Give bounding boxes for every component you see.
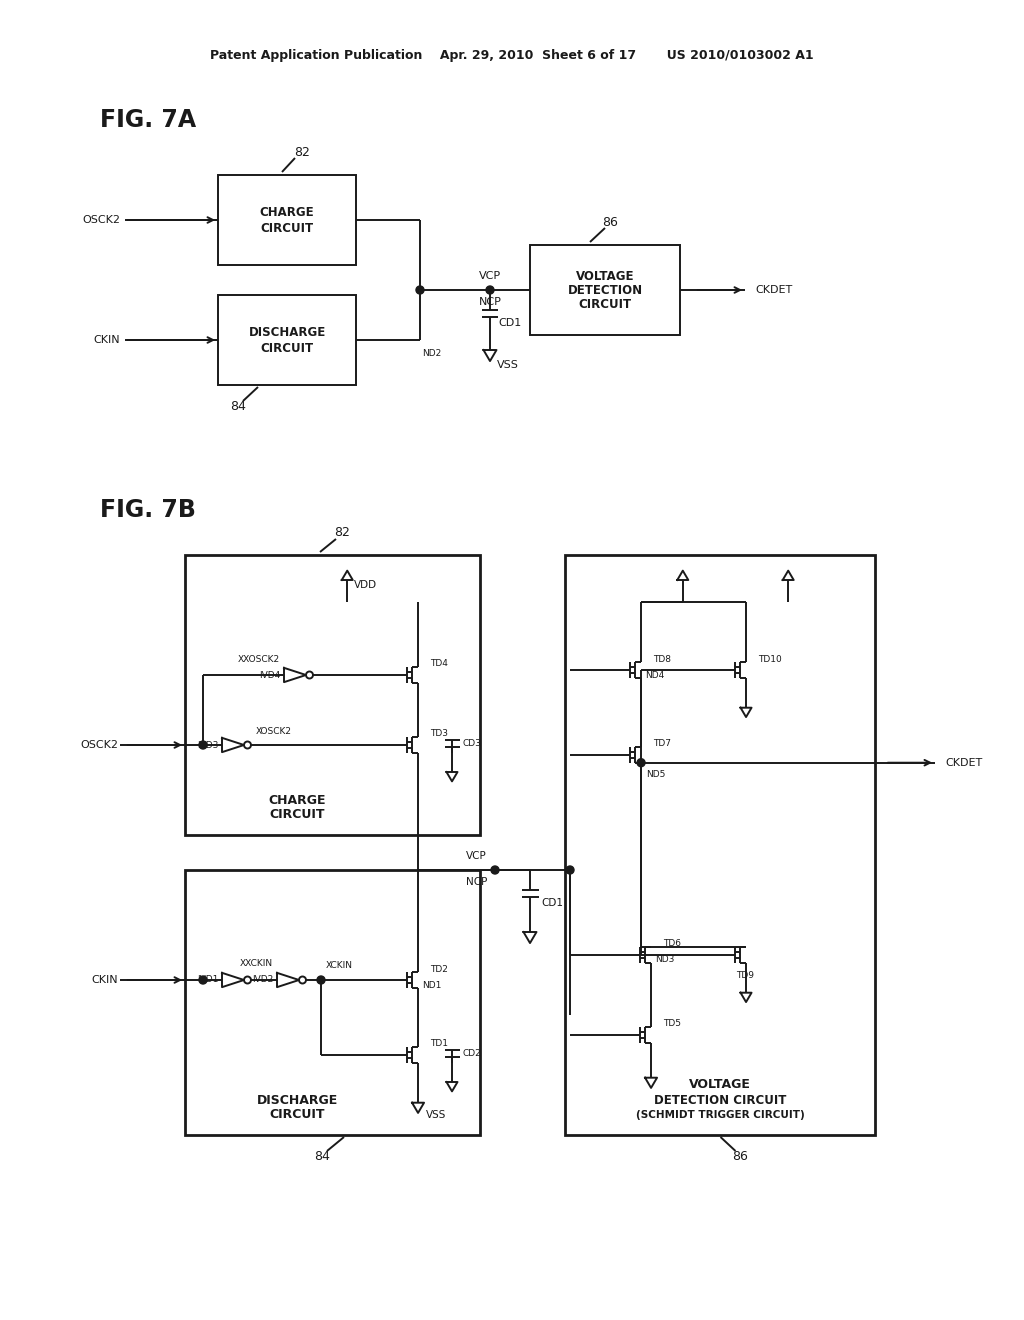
Bar (185, 554, 480, 836)
Text: CIRCUIT: CIRCUIT (579, 297, 632, 310)
Circle shape (244, 977, 251, 983)
Text: CD1: CD1 (499, 318, 521, 327)
Text: TD5: TD5 (663, 1019, 681, 1028)
Text: DISCHARGE: DISCHARGE (256, 1093, 338, 1106)
Circle shape (637, 759, 645, 767)
Text: IVD3: IVD3 (197, 741, 218, 750)
Text: VCP: VCP (479, 271, 501, 281)
Bar (218, 176, 356, 265)
Text: OSCK2: OSCK2 (82, 215, 120, 224)
Polygon shape (278, 973, 299, 987)
Text: VSS: VSS (497, 360, 519, 370)
Text: TD4: TD4 (430, 660, 447, 668)
Text: XOSCK2: XOSCK2 (256, 726, 292, 735)
Bar (185, 870, 480, 1135)
Polygon shape (222, 738, 244, 752)
Text: OSCK2: OSCK2 (80, 741, 118, 750)
Text: TD8: TD8 (653, 655, 671, 664)
Text: 82: 82 (294, 147, 310, 160)
Text: 82: 82 (334, 527, 350, 540)
Text: CKIN: CKIN (93, 335, 120, 345)
Text: 86: 86 (732, 1151, 749, 1163)
Bar (530, 246, 680, 335)
Text: ND2: ND2 (422, 348, 441, 358)
Text: DETECTION: DETECTION (567, 284, 643, 297)
Text: TD6: TD6 (663, 940, 681, 949)
Text: TD1: TD1 (430, 1040, 449, 1048)
Circle shape (566, 866, 574, 874)
Text: FIG. 7B: FIG. 7B (100, 498, 196, 521)
Text: ND5: ND5 (646, 770, 666, 779)
Text: CKIN: CKIN (91, 975, 118, 985)
Text: FIG. 7A: FIG. 7A (100, 108, 197, 132)
Text: IVD2: IVD2 (252, 975, 273, 985)
Circle shape (306, 672, 313, 678)
Circle shape (299, 977, 306, 983)
Text: Patent Application Publication    Apr. 29, 2010  Sheet 6 of 17       US 2010/010: Patent Application Publication Apr. 29, … (210, 49, 814, 62)
Text: TD2: TD2 (430, 965, 447, 974)
Text: (SCHMIDT TRIGGER CIRCUIT): (SCHMIDT TRIGGER CIRCUIT) (636, 1110, 805, 1119)
Text: ND3: ND3 (655, 956, 675, 965)
Text: TD7: TD7 (653, 739, 671, 748)
Text: CHARGE: CHARGE (260, 206, 314, 219)
Text: DETECTION CIRCUIT: DETECTION CIRCUIT (653, 1093, 786, 1106)
Bar (218, 294, 356, 385)
Polygon shape (222, 973, 244, 987)
Polygon shape (284, 668, 306, 682)
Circle shape (490, 866, 499, 874)
Text: XXOSCK2: XXOSCK2 (238, 655, 280, 664)
Text: CIRCUIT: CIRCUIT (269, 808, 325, 821)
Text: CD2: CD2 (463, 1048, 481, 1057)
Text: 84: 84 (230, 400, 246, 413)
Text: VDD: VDD (353, 579, 377, 590)
Text: VSS: VSS (426, 1110, 446, 1119)
Text: CD1: CD1 (541, 898, 563, 908)
Text: CD3: CD3 (463, 738, 481, 747)
Text: XXCKIN: XXCKIN (240, 960, 273, 969)
Circle shape (416, 286, 424, 294)
Text: VOLTAGE: VOLTAGE (689, 1078, 751, 1092)
Text: CKDET: CKDET (945, 758, 982, 768)
Text: ND4: ND4 (645, 671, 665, 680)
Text: 86: 86 (602, 216, 617, 230)
Text: CKDET: CKDET (755, 285, 793, 294)
Circle shape (317, 975, 325, 983)
Text: CIRCUIT: CIRCUIT (260, 342, 313, 355)
Text: NCP: NCP (478, 297, 502, 308)
Text: XCKIN: XCKIN (326, 961, 353, 970)
Text: TD9: TD9 (736, 970, 754, 979)
Text: IVD1: IVD1 (197, 975, 218, 985)
Circle shape (486, 286, 494, 294)
Bar (565, 554, 874, 1135)
Circle shape (199, 741, 207, 748)
Text: VCP: VCP (466, 851, 487, 861)
Text: CIRCUIT: CIRCUIT (269, 1109, 325, 1122)
Text: TD10: TD10 (758, 655, 781, 664)
Text: ND1: ND1 (422, 981, 441, 990)
Text: CHARGE: CHARGE (268, 793, 326, 807)
Text: CIRCUIT: CIRCUIT (260, 222, 313, 235)
Text: IVD4: IVD4 (259, 671, 280, 680)
Circle shape (199, 975, 207, 983)
Text: DISCHARGE: DISCHARGE (249, 326, 326, 338)
Text: 84: 84 (314, 1151, 330, 1163)
Text: NCP: NCP (466, 876, 487, 887)
Text: TD3: TD3 (430, 730, 449, 738)
Circle shape (244, 742, 251, 748)
Text: VOLTAGE: VOLTAGE (575, 269, 634, 282)
